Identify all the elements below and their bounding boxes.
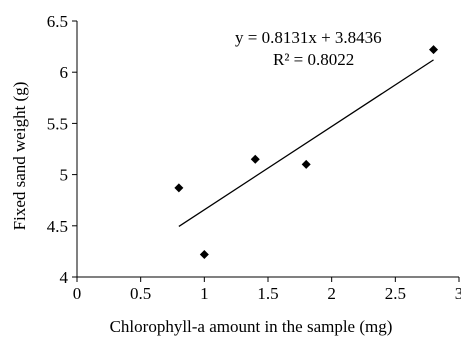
- x-axis-title: Chlorophyll-a amount in the sample (mg): [110, 317, 393, 336]
- x-tick-label: 0.5: [130, 284, 151, 303]
- x-tick-label: 2.5: [385, 284, 406, 303]
- y-tick-label: 4.5: [47, 217, 68, 236]
- y-ticks: 4 4.5 5 5.5 6 6.5: [47, 12, 77, 287]
- axes: [76, 21, 459, 278]
- data-point: [250, 154, 260, 164]
- y-tick-label: 5: [60, 166, 69, 185]
- trendline-equation: y = 0.8131x + 3.8436: [235, 28, 382, 47]
- y-tick-label: 5.5: [47, 114, 68, 133]
- x-tick-label: 3: [455, 284, 461, 303]
- data-point: [174, 183, 184, 193]
- x-tick-label: 0: [73, 284, 82, 303]
- data-point: [429, 45, 439, 55]
- x-tick-label: 1.5: [257, 284, 278, 303]
- data-point: [199, 249, 209, 259]
- trendline-r2: R² = 0.8022: [273, 50, 354, 69]
- y-tick-label: 6.5: [47, 12, 68, 31]
- y-tick-label: 4: [60, 268, 69, 287]
- x-tick-label: 1: [200, 284, 209, 303]
- y-axis-title: Fixed sand weight (g): [10, 82, 29, 231]
- data-point: [301, 159, 311, 169]
- trendline: [178, 59, 434, 227]
- data-points: [174, 45, 439, 259]
- x-ticks: 0 0.5 1 1.5 2 2.5 3: [73, 277, 461, 303]
- x-tick-label: 2: [327, 284, 336, 303]
- y-tick-label: 6: [60, 63, 69, 82]
